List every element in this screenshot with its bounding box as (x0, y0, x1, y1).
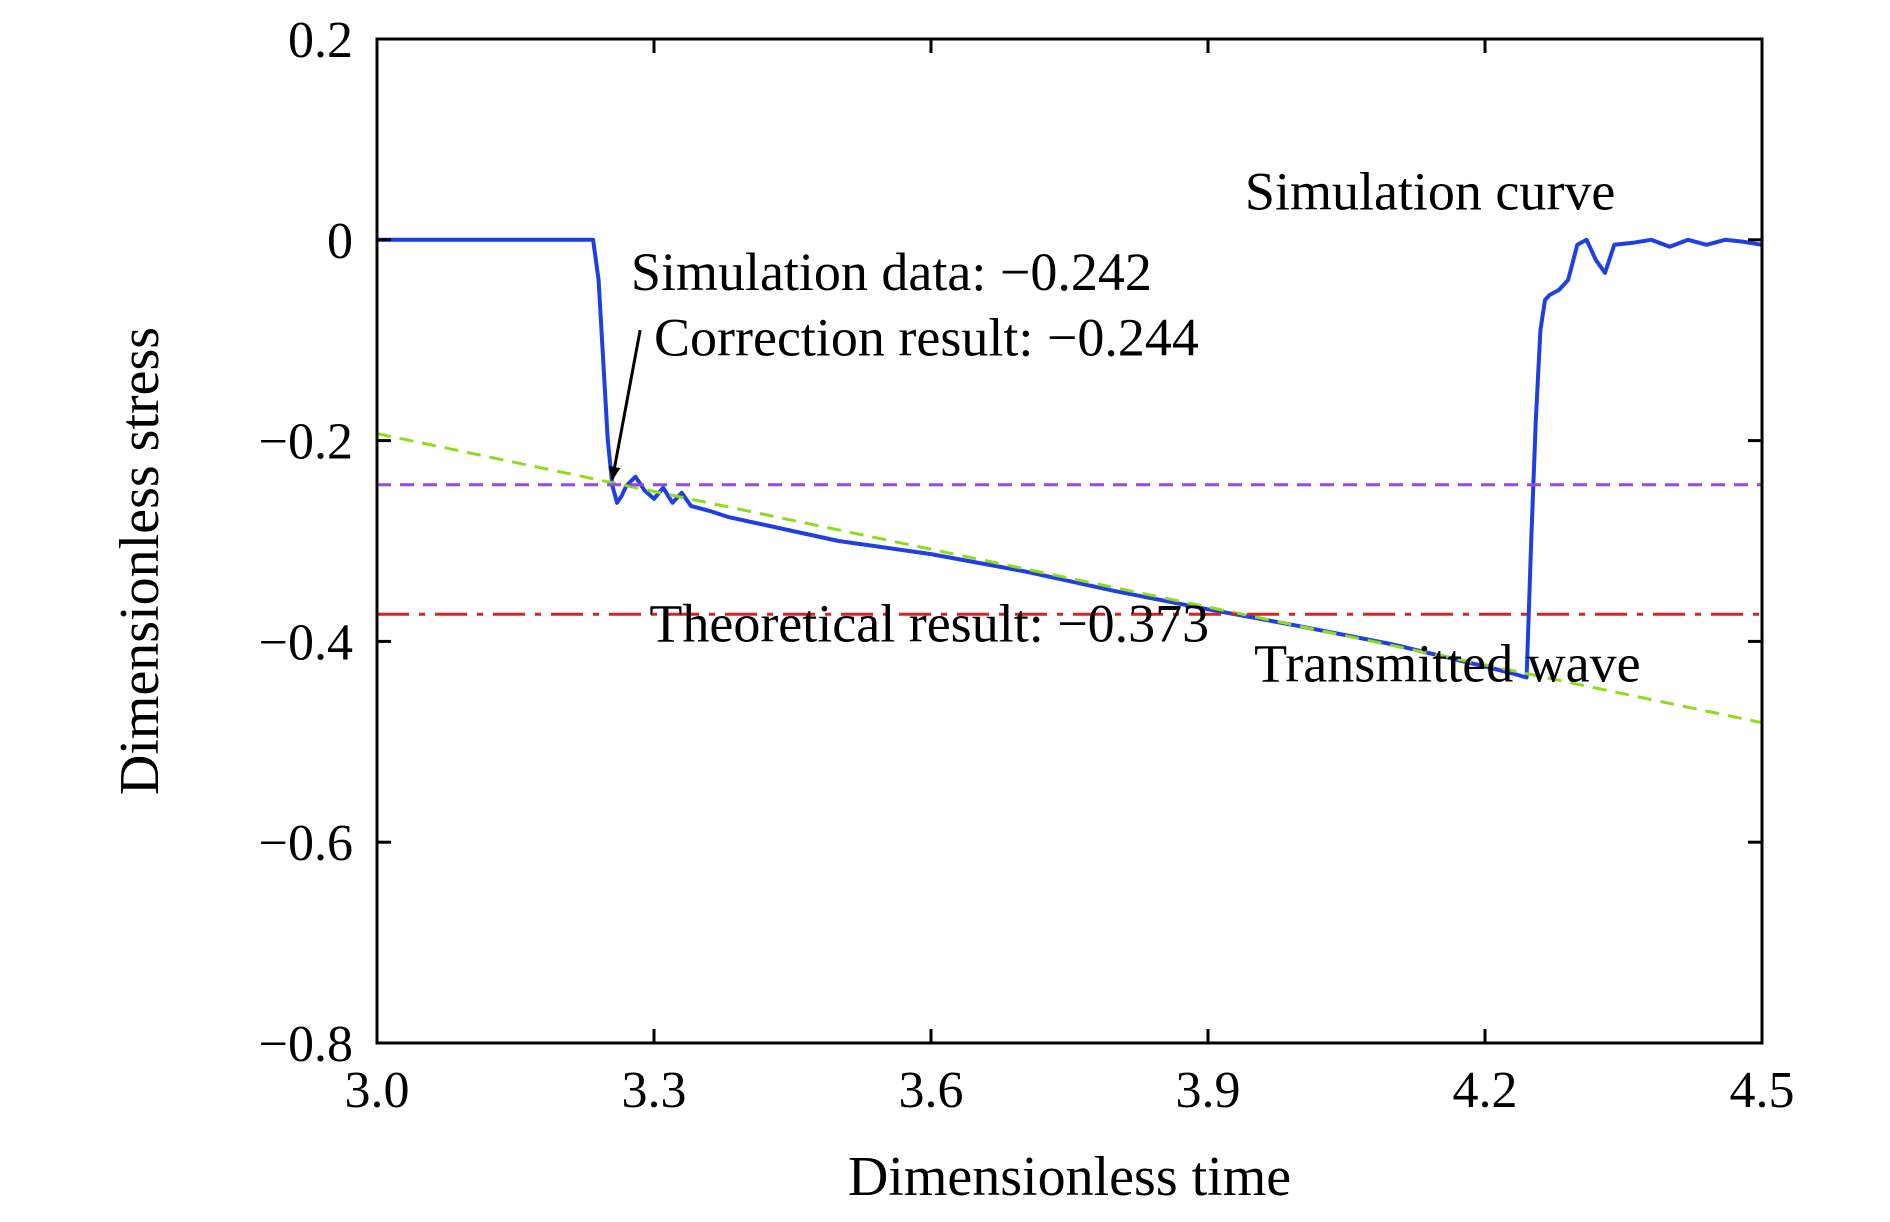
x-tick-label: 3.0 (345, 1062, 410, 1119)
axis-ticks (375, 37, 1764, 1045)
y-tick-label: 0 (327, 213, 353, 270)
annotation-simulation-curve: Simulation curve (1245, 162, 1615, 222)
annotation-theoretical-result: Theoretical result: −0.373 (649, 593, 1209, 653)
y-tick-label: −0.4 (259, 614, 353, 671)
annotations-layer: Simulation curve Simulation data: −0.242C… (608, 162, 1641, 694)
y-tick-label: −0.2 (259, 414, 353, 471)
y-tick-label: 0.2 (288, 12, 353, 69)
y-tick-label: −0.6 (259, 815, 353, 872)
annotation-transmitted-wave: Transmitted wave (1254, 634, 1640, 694)
x-axis-label: Dimensionless time (848, 1146, 1291, 1208)
series-line-0 (377, 237, 1763, 680)
x-tick-label: 3.6 (899, 1062, 964, 1119)
x-tick-label: 3.3 (622, 1062, 687, 1119)
series-layer (376, 237, 1763, 725)
series-line-1 (376, 432, 1763, 725)
annotation-arrow (608, 329, 642, 481)
axis-tick-labels: 3.0 3.3 3.6 3.9 4.2 4.5 0.2 0 −0.2 −0.4 −0.6 −0.8 (259, 12, 1795, 1119)
plot-frame (375, 37, 1764, 1045)
annotation-simulation-data: Simulation data: −0.242 (631, 242, 1152, 302)
annotation-correction-result: Correction result: −0.244 (654, 307, 1199, 367)
x-tick-label: 3.9 (1176, 1062, 1241, 1119)
y-axis-label: Dimensionless stress (109, 327, 171, 795)
y-tick-label: −0.8 (259, 1016, 353, 1073)
x-tick-label: 4.2 (1453, 1062, 1518, 1119)
x-tick-label: 4.5 (1730, 1062, 1795, 1119)
